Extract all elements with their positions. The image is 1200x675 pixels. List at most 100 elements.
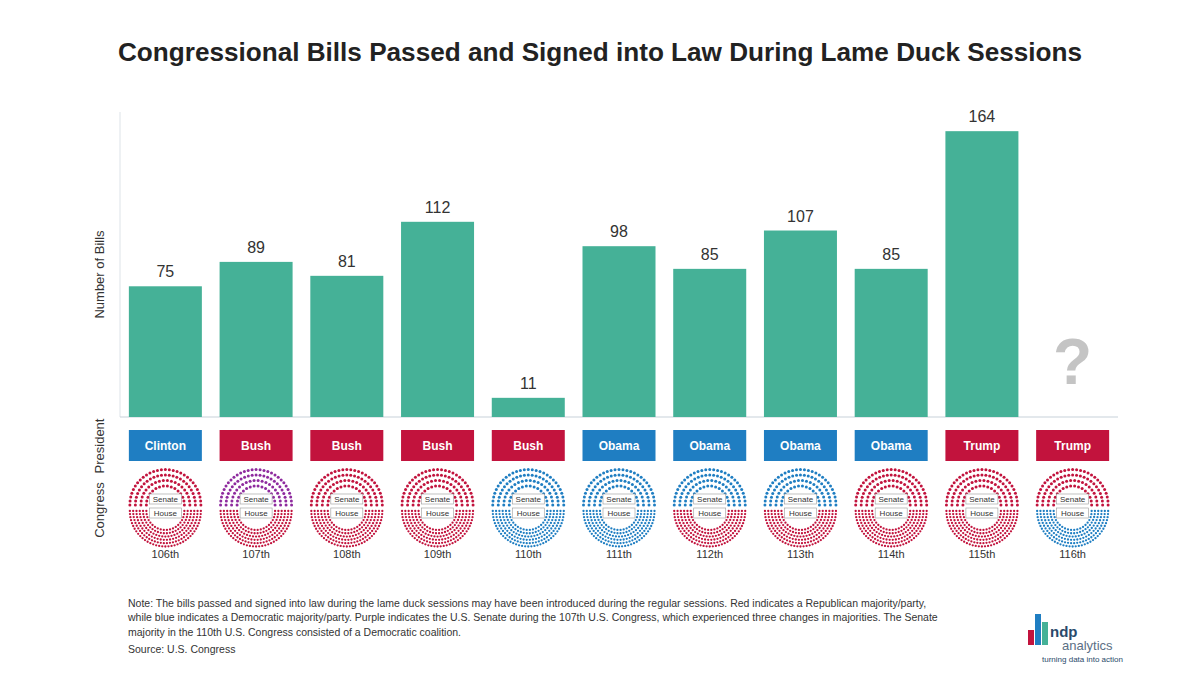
seat-dot [639,530,641,532]
seat-dot [319,527,321,529]
seat-dot [513,483,516,486]
seat-dot [675,522,677,524]
seat-dot [542,542,544,544]
seat-dot [230,513,232,515]
seat-dot [609,544,611,546]
seat-dot [344,532,346,534]
seat-dot [539,533,541,535]
seat-dot [596,482,599,485]
seat-dot [419,529,421,531]
seat-dot [314,513,316,515]
seat-dot [502,530,504,532]
seat-dot [714,480,717,483]
seat-dot [412,504,415,507]
seat-dot [521,485,524,488]
seat-dot [472,513,474,515]
seat-dot [369,527,371,529]
seat-dot [590,519,592,521]
seat-dot [594,496,597,499]
seat-dot [549,476,552,479]
seat-dot [812,489,815,492]
seat-dot [151,489,154,492]
seat-dot [346,535,348,537]
seat-dot [618,535,620,537]
seat-dot [157,531,159,533]
seat-dot [523,542,525,544]
seat-dot [518,534,520,536]
seat-dot [449,528,451,530]
seat-dot [371,489,374,492]
seat-dot [457,539,459,541]
seat-dot [492,516,494,518]
seat-dot [228,533,230,535]
seat-dot [280,530,282,532]
seat-dot [546,513,548,515]
president-name: Obama [780,439,821,453]
seat-dot [236,480,239,483]
seat-dot [192,481,195,484]
seat-dot [584,522,586,524]
seat-dot [454,541,456,543]
seat-dot [189,516,191,518]
seat-dot [441,542,443,544]
seat-dot [266,470,269,473]
seat-dot [353,541,355,543]
seat-dot [177,483,180,486]
seat-dot [414,537,416,539]
seat-dot [324,482,327,485]
seat-dot [637,510,639,512]
seat-dot [683,510,685,512]
seat-dot [613,532,615,534]
seat-dot [367,482,370,485]
senate-label-box [149,494,181,504]
seat-dot [678,504,681,507]
seat-dot [510,524,512,526]
seat-dot [607,540,609,542]
seat-dot [364,500,367,503]
seat-dot [373,527,375,529]
seat-dot [603,478,606,481]
seat-dot [438,485,441,488]
seat-dot [193,513,195,515]
seat-dot [694,542,696,544]
seat-dot [624,535,626,537]
seat-dot [618,474,621,477]
seat-dot [228,519,230,521]
seat-dot [375,504,378,507]
seat-dot [463,522,465,524]
seat-dot [609,534,611,536]
seat-dot [782,485,785,488]
seat-dot [532,532,534,534]
seat-dot [471,496,474,499]
seat-dot [226,510,228,512]
seat-dot [545,516,547,518]
seat-dot [831,488,834,491]
seat-dot [230,516,232,518]
seat-dot [187,522,189,524]
bar [129,286,202,417]
seat-dot [444,475,447,478]
seat-dot [686,537,688,539]
seat-dot [646,496,649,499]
seat-dot [231,496,234,499]
seat-dot [449,483,452,486]
seat-dot [472,510,474,512]
house-label-box [512,508,544,518]
seat-dot [172,538,174,540]
seat-dot [649,528,651,530]
seat-dot [539,470,542,473]
seat-dot [128,504,131,507]
seat-dot [141,527,143,529]
seat-dot [544,529,546,531]
seat-dot [196,488,199,491]
seat-dot [373,519,375,521]
seat-dot [684,504,687,507]
seat-dot [680,510,682,512]
seat-dot [719,537,721,539]
seat-dot [551,485,554,488]
seat-dot [261,480,264,483]
seat-dot [458,476,461,479]
seat-dot [287,513,289,515]
seat-dot [510,529,512,531]
seat-dot [361,472,364,475]
